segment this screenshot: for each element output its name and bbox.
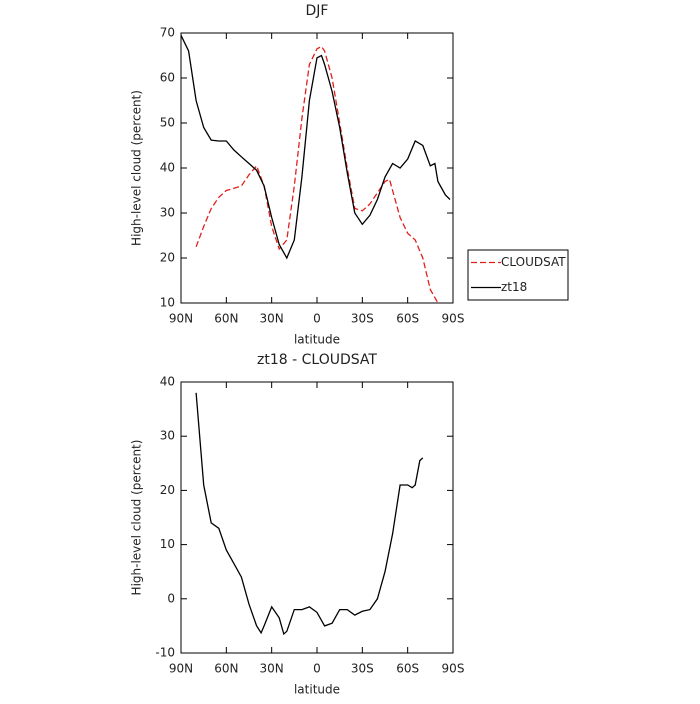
x-tick-label: 30S [351,662,374,676]
y-tick-label: 40 [160,375,175,389]
y-tick-label: 60 [160,71,175,85]
x-tick-label: 60N [214,312,238,326]
chart-title: zt18 - CLOUDSAT [257,352,377,368]
x-tick-label: 60S [396,312,419,326]
plot-frame [180,32,454,304]
y-tick-label: 50 [160,116,175,130]
x-tick-label: 30N [260,662,284,676]
x-tick-label: 60N [214,662,238,676]
y-tick-label: 20 [160,483,175,497]
x-tick-label: 90N [169,662,193,676]
x-tick-label: 0 [313,662,321,676]
y-tick-label: 30 [160,429,175,443]
y-tick-label: 40 [160,161,175,175]
x-axis-label: latitude [294,333,340,347]
y-tick-label: 10 [160,537,175,551]
x-tick-label: 90S [442,312,465,326]
x-tick-label: 30S [351,312,374,326]
series-line [195,392,424,636]
series-line [180,35,451,260]
y-tick-label: 20 [160,251,175,265]
y-tick-label: 30 [160,206,175,220]
series-line [195,45,439,304]
y-axis-label: High-level cloud (percent) [130,440,144,596]
y-tick-label: 0 [167,591,175,605]
y-tick-label: 70 [160,26,175,40]
y-axis-label: High-level cloud (percent) [130,90,144,246]
legend-label: zt18 [501,280,527,294]
legend-box [467,249,569,301]
x-tick-label: 30N [260,312,284,326]
x-tick-label: 90N [169,312,193,326]
x-tick-label: 60S [396,662,419,676]
legend-label: CLOUDSAT [501,255,566,269]
chart-title: DJF [306,3,329,19]
x-tick-label: 0 [313,312,321,326]
x-tick-label: 90S [442,662,465,676]
y-tick-label: 10 [160,296,175,310]
y-tick-label: -10 [155,646,175,660]
x-axis-label: latitude [294,683,340,697]
